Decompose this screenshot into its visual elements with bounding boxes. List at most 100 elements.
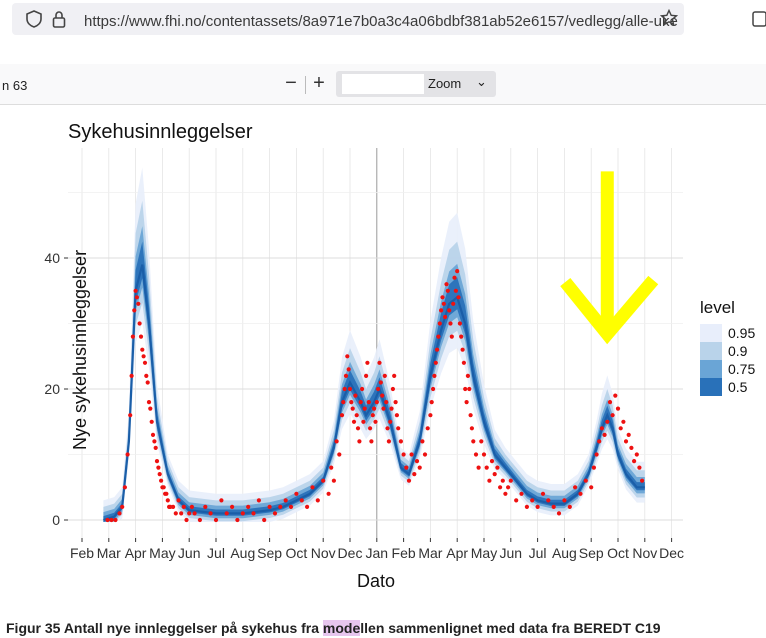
observed-point — [365, 360, 370, 365]
observed-point — [376, 386, 381, 392]
observed-point — [382, 373, 387, 378]
observed-point — [385, 426, 390, 431]
observed-point — [157, 472, 162, 477]
observed-point — [445, 288, 450, 293]
observed-point — [439, 308, 444, 313]
observed-point — [341, 400, 346, 405]
observed-point — [377, 360, 382, 365]
observed-point — [153, 445, 158, 450]
observed-point — [374, 400, 379, 405]
observed-point — [278, 504, 283, 509]
star-icon[interactable] — [659, 8, 679, 32]
observed-point — [176, 498, 181, 503]
observed-point — [355, 426, 361, 431]
url-text[interactable]: https://www.fhi.no/contentassets/8a971e7… — [84, 13, 678, 30]
observed-point — [381, 406, 386, 411]
y-axis-label: Nye sykehusinnleggelser — [70, 250, 90, 450]
page-number-indicator[interactable]: n 63 — [2, 78, 28, 93]
shield-icon[interactable] — [26, 10, 42, 33]
x-tick-label: Apr — [446, 545, 468, 561]
y-axis-ticks: 0 20 40 — [44, 250, 68, 528]
x-tick-label: Feb — [70, 545, 94, 561]
observed-point — [428, 413, 433, 418]
observed-point — [288, 504, 294, 509]
observed-point — [189, 504, 194, 509]
caption-highlight: mode — [322, 620, 361, 636]
observed-point — [329, 465, 334, 470]
x-tick-label: Oct — [607, 545, 629, 561]
observed-point — [441, 301, 446, 306]
observed-point — [388, 419, 393, 424]
observed-point — [425, 426, 430, 431]
observed-point — [283, 498, 288, 503]
observed-point — [414, 459, 420, 464]
zoom-select[interactable]: Zoom ⌄ — [336, 71, 496, 97]
observed-point — [219, 498, 224, 503]
observed-point — [567, 504, 572, 509]
observed-point — [369, 439, 374, 444]
x-tick-label: Sep — [257, 545, 282, 561]
observed-point — [390, 386, 395, 392]
zoom-out-button[interactable]: − — [285, 72, 297, 94]
observed-point — [489, 459, 495, 464]
x-tick-label: Aug — [230, 545, 255, 561]
observed-point — [503, 491, 508, 496]
observed-point — [457, 321, 462, 326]
extension-icon[interactable] — [752, 10, 766, 33]
y-tick-label: 20 — [44, 381, 60, 397]
legend-entry-label: 0.9 — [728, 343, 748, 359]
observed-point — [120, 504, 125, 509]
observed-point — [634, 452, 639, 457]
observed-point — [272, 511, 278, 516]
observed-point — [334, 439, 339, 444]
chevron-down-icon: ⌄ — [476, 74, 487, 89]
observed-point — [404, 465, 409, 470]
observed-point — [373, 419, 378, 424]
observed-point — [144, 373, 149, 378]
observed-point — [465, 373, 470, 378]
observed-point — [498, 485, 503, 490]
observed-point — [464, 400, 469, 405]
observed-point — [240, 511, 245, 516]
observed-point — [337, 452, 342, 457]
lock-icon[interactable] — [52, 10, 66, 33]
observed-point — [230, 504, 235, 509]
address-field[interactable]: https://www.fhi.no/contentassets/8a971e7… — [12, 3, 684, 35]
x-tick-label: Sep — [579, 545, 604, 561]
observed-point — [602, 432, 607, 437]
median-line — [103, 264, 645, 522]
observed-point — [449, 334, 454, 339]
observed-point — [129, 373, 134, 378]
legend-entry-label: 0.75 — [728, 361, 755, 377]
y-tick-label: 40 — [44, 250, 60, 266]
observed-point — [105, 517, 110, 523]
observed-point — [354, 413, 359, 418]
observed-point — [326, 491, 331, 496]
observed-point — [492, 472, 497, 477]
observed-point — [148, 406, 153, 411]
observed-point — [256, 498, 261, 503]
observed-point — [429, 400, 434, 405]
x-tick-label: Mar — [97, 545, 121, 561]
zoom-in-button[interactable]: + — [313, 72, 325, 94]
observed-point — [535, 504, 540, 509]
caption-suffix: llen sammenlignet med data fra BEREDT C1… — [360, 620, 661, 636]
observed-point — [378, 380, 383, 385]
observed-point — [353, 393, 358, 398]
observed-point — [345, 354, 350, 359]
observed-point — [514, 498, 519, 503]
chart-title: Sykehusinnleggelser — [68, 121, 253, 143]
observed-point — [203, 504, 208, 509]
observed-point — [436, 334, 441, 339]
x-tick-label: Feb — [392, 545, 416, 561]
observed-point — [362, 406, 367, 411]
observed-point — [208, 511, 213, 516]
observed-point — [621, 419, 626, 424]
observed-point — [468, 413, 473, 418]
zoom-highlight — [342, 74, 424, 94]
observed-point — [128, 413, 133, 418]
observed-point — [623, 439, 629, 444]
observed-point — [562, 498, 567, 503]
x-tick-label: May — [149, 545, 175, 561]
observed-point — [473, 452, 479, 457]
